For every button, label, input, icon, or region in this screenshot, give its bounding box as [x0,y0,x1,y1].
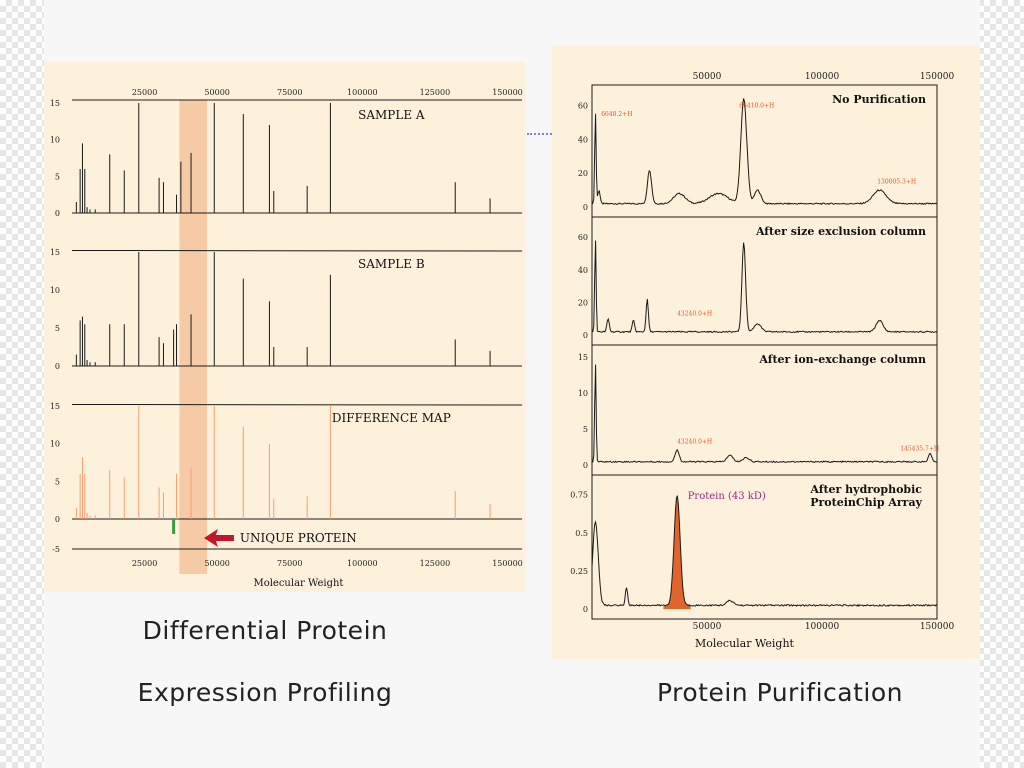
y-tick-label: 10 [50,136,60,145]
y-tick-label: 10 [50,286,60,295]
purification-figure: 50000 100000 150000 60 40 20 0 No Purification 6… [552,45,980,659]
panel-frame [591,474,938,620]
y-tick-label: 15 [50,248,60,257]
y-tick-label: 0 [55,362,60,371]
y-tick-label: 15 [50,99,60,108]
y-tick-label: 20 [578,169,588,178]
y-tick-label: 10 [578,389,588,398]
peak-label: 43240.0+H [677,438,712,445]
top-tick-label: 75000 [277,88,302,97]
y-tick-label: 0 [55,515,60,524]
panel-title-line2: ProteinChip Array [810,496,922,509]
unique-protein-label: UNIQUE PROTEIN [240,531,357,545]
top-tick-label: 50000 [693,72,722,82]
peak-label: 130005.3+H [877,179,916,186]
y-tick-label: 40 [578,266,588,275]
y-tick-label: 15 [578,353,588,362]
expression-profiling-figure: 25000 50000 75000 100000 125000 150000 15 10 5 0 S… [44,62,526,592]
y-tick-label: 0.5 [575,529,588,538]
bottom-tick-label: 150000 [920,622,955,632]
connector-dotted-line [527,133,552,135]
y-tick-label: 5 [583,425,588,434]
panel-title: After size exclusion column [755,225,926,238]
y-tick-label: -5 [52,545,60,554]
top-tick-label: 100000 [805,72,840,82]
panel-separator [71,250,523,252]
panel-title: No Purification [832,93,926,106]
bottom-tick-label: 100000 [805,622,840,632]
y-tick-label: 5 [55,477,60,486]
top-tick-label: 150000 [920,72,955,82]
y-tick-label: 5 [55,172,60,181]
peak-label: 43240.0+H [677,311,712,318]
peak-label: 66410.0+H [739,103,774,110]
x-axis-label: Molecular Weight [253,578,343,589]
expression-profiling-chart: 25000 50000 75000 100000 125000 150000 15 10 5 0 S… [50,88,523,589]
top-tick-label: 50000 [204,88,229,97]
spectrum-line [591,495,938,607]
y-tick-label: 5 [55,324,60,333]
unique-protein-arrow [203,529,234,547]
bottom-tick-label: 100000 [347,559,378,568]
y-tick-label: 10 [50,440,60,449]
top-tick-label: 100000 [347,88,378,97]
spectrum-line [591,364,938,464]
panel-separator [71,404,523,406]
panel-title: After ion-exchange column [758,353,926,366]
spectrum-line [591,240,938,334]
y-tick-label: 40 [578,135,588,144]
y-tick-label: 15 [50,402,60,411]
panel-title-line1: After hydrophobic [809,483,922,496]
peak-label: 145435.7+H [900,445,939,452]
top-tick-label: 125000 [420,88,451,97]
y-tick-label: 0.75 [570,491,588,500]
top-tick-label: 25000 [132,88,157,97]
spectrum-line [591,98,938,206]
y-tick-label: 0 [583,331,588,340]
bottom-tick-label: 50000 [693,622,722,632]
caption-left-line2: Expression Profiling [137,678,393,707]
y-tick-label: 60 [578,101,588,110]
y-tick-label: 20 [578,298,588,307]
peak-label: Protein (43 kD) [688,491,766,502]
caption-right: Protein Purification [657,678,903,707]
panel-title: DIFFERENCE MAP [332,411,451,425]
panel-title: SAMPLE B [358,257,425,271]
filled-protein-peak [663,495,691,609]
bottom-tick-label: 125000 [420,559,451,568]
y-tick-label: 0.25 [570,567,588,576]
peak-label: 6648.2+H [601,111,632,118]
bottom-tick-label: 75000 [277,559,302,568]
bottom-tick-label: 150000 [492,559,523,568]
bottom-tick-label: 25000 [132,559,157,568]
purification-chart: 50000 100000 150000 60 40 20 0 No Purification 6… [570,72,955,650]
y-tick-label: 0 [583,203,588,212]
top-tick-label: 150000 [492,88,523,97]
panel-title: SAMPLE A [358,108,425,122]
y-tick-label: 0 [55,209,60,218]
y-tick-label: 0 [583,461,588,470]
highlight-band [179,100,207,574]
y-tick-label: 0 [583,605,588,614]
y-tick-label: 60 [578,233,588,242]
caption-left-line1: Differential Protein [142,616,388,645]
x-axis-label: Molecular Weight [695,637,795,650]
bottom-tick-label: 50000 [204,559,229,568]
